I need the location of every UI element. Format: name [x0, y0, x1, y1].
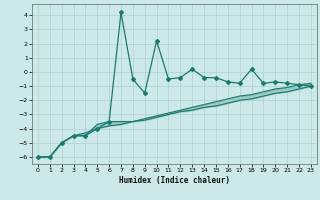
X-axis label: Humidex (Indice chaleur): Humidex (Indice chaleur)	[119, 176, 230, 185]
